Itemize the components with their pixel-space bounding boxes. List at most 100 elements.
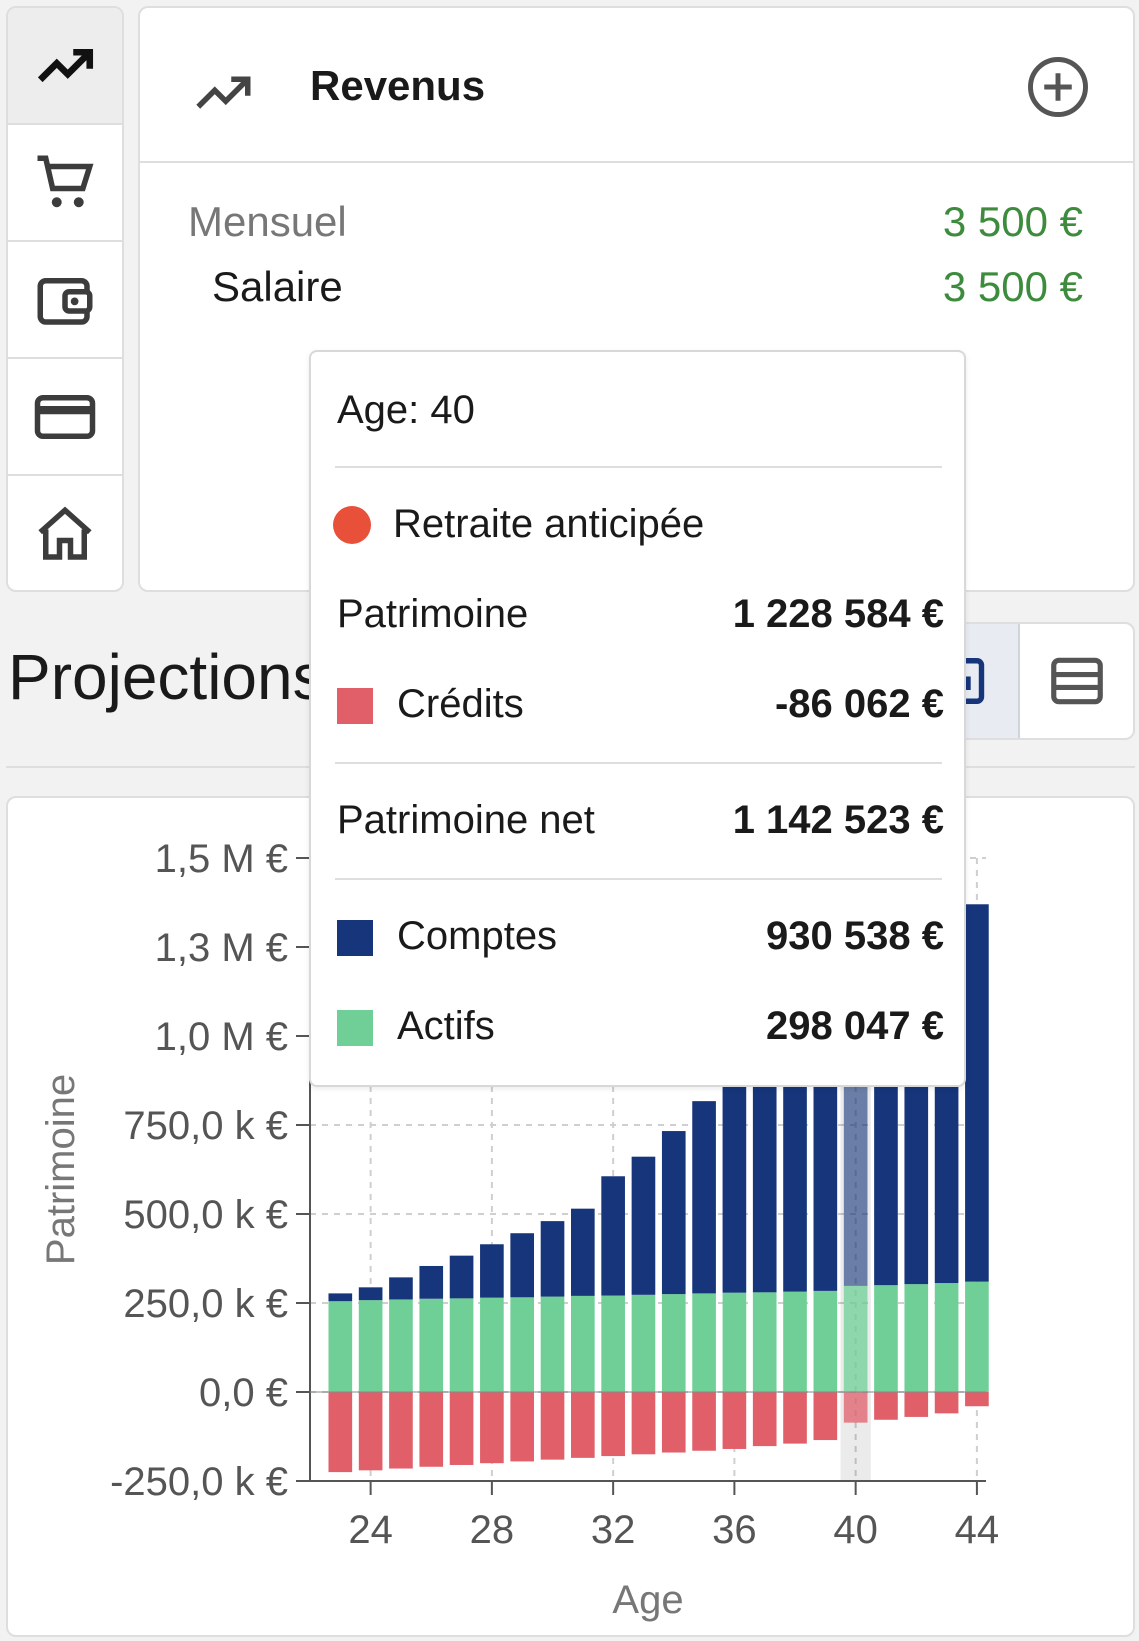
event-dot-icon <box>333 506 371 544</box>
tooltip-age: Age: 40 <box>337 388 475 432</box>
bar-comptes <box>449 1255 474 1299</box>
projections-title: Projections <box>8 641 325 713</box>
y-tick-label: -250,0 k € <box>110 1460 288 1504</box>
y-axis-label: Patrimoine <box>39 1074 83 1265</box>
sidebar-item-comptes[interactable] <box>8 242 122 359</box>
tooltip-actifs-value: 298 047 € <box>766 1004 944 1048</box>
tooltip-actifs-label: Actifs <box>397 1004 495 1048</box>
add-income-button[interactable] <box>1025 54 1091 120</box>
x-tick-label: 36 <box>712 1508 757 1552</box>
bar-credits <box>480 1392 504 1464</box>
bar-credits <box>661 1392 686 1453</box>
bar-actifs <box>389 1299 413 1392</box>
trending-up-icon <box>196 76 251 109</box>
y-tick-label: 1,5 M € <box>155 837 288 881</box>
bar-comptes <box>510 1233 535 1298</box>
tooltip-separator <box>335 878 942 880</box>
bar-comptes <box>389 1277 413 1300</box>
sidebar-item-revenus[interactable] <box>8 8 122 125</box>
bar-actifs <box>934 1283 959 1392</box>
y-tick-label: 1,0 M € <box>155 1015 288 1059</box>
bar-actifs <box>813 1290 838 1392</box>
bar-actifs <box>752 1292 777 1392</box>
actifs-legend-swatch <box>337 1010 373 1046</box>
y-tick-label: 500,0 k € <box>123 1193 288 1237</box>
x-tick-label: 40 <box>833 1508 878 1552</box>
bar-credits <box>571 1392 595 1458</box>
view-toggle <box>940 622 1135 740</box>
bar-credits <box>419 1392 444 1467</box>
y-tick-label: 1,3 M € <box>155 926 288 970</box>
tooltip-event-label: Retraite anticipée <box>393 502 705 546</box>
chart-tooltip: Age: 40 Retraite anticipée Patrimoine 1 … <box>309 350 966 1087</box>
bar-actifs <box>601 1295 625 1392</box>
bar-actifs <box>692 1293 716 1392</box>
bar-comptes <box>540 1221 565 1297</box>
income-category-label: Mensuel <box>188 198 347 245</box>
wallet-icon <box>37 277 93 325</box>
income-title: Revenus <box>310 62 486 109</box>
income-header: Revenus <box>140 8 1133 163</box>
tooltip-actifs-row: Actifs 298 047 € <box>337 1004 944 1054</box>
tooltip-comptes-row: Comptes 930 538 € <box>337 914 944 964</box>
bar-comptes <box>358 1287 383 1301</box>
bar-credits <box>692 1392 716 1451</box>
bar-actifs <box>783 1291 807 1392</box>
bar-actifs <box>631 1294 656 1392</box>
credit-card-icon <box>34 394 96 439</box>
tooltip-comptes-value: 930 538 € <box>766 914 944 958</box>
bar-credits <box>601 1392 625 1457</box>
bar-comptes <box>601 1176 625 1296</box>
tooltip-comptes-label: Comptes <box>397 914 558 958</box>
bar-comptes <box>631 1156 656 1295</box>
bar-credits <box>965 1392 989 1407</box>
table-icon <box>1050 657 1103 705</box>
tooltip-credits-value: -86 062 € <box>774 682 944 726</box>
y-tick-label: 0,0 € <box>199 1371 288 1415</box>
y-tick-label: 250,0 k € <box>123 1282 288 1326</box>
income-category-value: 3 500 € <box>942 198 1083 245</box>
sidebar-item-immobilier[interactable] <box>8 476 122 590</box>
x-axis-label: Age <box>612 1578 683 1622</box>
tooltip-net-row: Patrimoine net 1 142 523 € <box>337 798 944 848</box>
bar-actifs <box>358 1300 383 1392</box>
bar-actifs <box>904 1284 929 1392</box>
table-view-button[interactable] <box>1020 624 1133 738</box>
bar-comptes <box>480 1244 504 1298</box>
x-tick-label: 28 <box>470 1508 515 1552</box>
bar-credits <box>783 1392 807 1444</box>
bar-credits <box>449 1392 474 1465</box>
bar-actifs <box>449 1298 474 1392</box>
bar-comptes <box>722 1064 747 1293</box>
tooltip-net-value: 1 142 523 € <box>732 798 944 842</box>
bar-actifs <box>328 1301 353 1392</box>
trending-up-icon <box>37 48 94 82</box>
bar-credits <box>874 1392 898 1420</box>
tooltip-net-label: Patrimoine net <box>337 798 595 842</box>
sidebar-item-depenses[interactable] <box>8 125 122 242</box>
tooltip-separator <box>335 466 942 468</box>
tooltip-event-row: Retraite anticipée <box>333 502 944 552</box>
bar-credits <box>328 1392 353 1473</box>
credits-legend-swatch <box>337 688 373 724</box>
bar-credits <box>904 1392 929 1417</box>
tooltip-credits-label: Crédits <box>397 682 524 726</box>
x-tick-label: 44 <box>955 1508 1000 1552</box>
bar-credits <box>813 1392 838 1441</box>
tooltip-patrimoine-value: 1 228 584 € <box>732 592 944 636</box>
tooltip-patrimoine-row: Patrimoine 1 228 584 € <box>337 592 944 642</box>
tooltip-credits-row: Crédits -86 062 € <box>337 682 944 732</box>
bar-credits <box>752 1392 777 1447</box>
bar-comptes <box>571 1208 595 1296</box>
sidebar <box>6 6 124 592</box>
sidebar-item-credits[interactable] <box>8 359 122 476</box>
bar-actifs <box>540 1296 565 1392</box>
bar-actifs <box>419 1298 444 1392</box>
home-icon <box>38 506 92 560</box>
bar-actifs <box>661 1294 686 1392</box>
bar-actifs <box>874 1285 898 1392</box>
bar-actifs <box>480 1297 504 1392</box>
bar-comptes <box>419 1265 444 1299</box>
bar-comptes <box>661 1131 686 1295</box>
